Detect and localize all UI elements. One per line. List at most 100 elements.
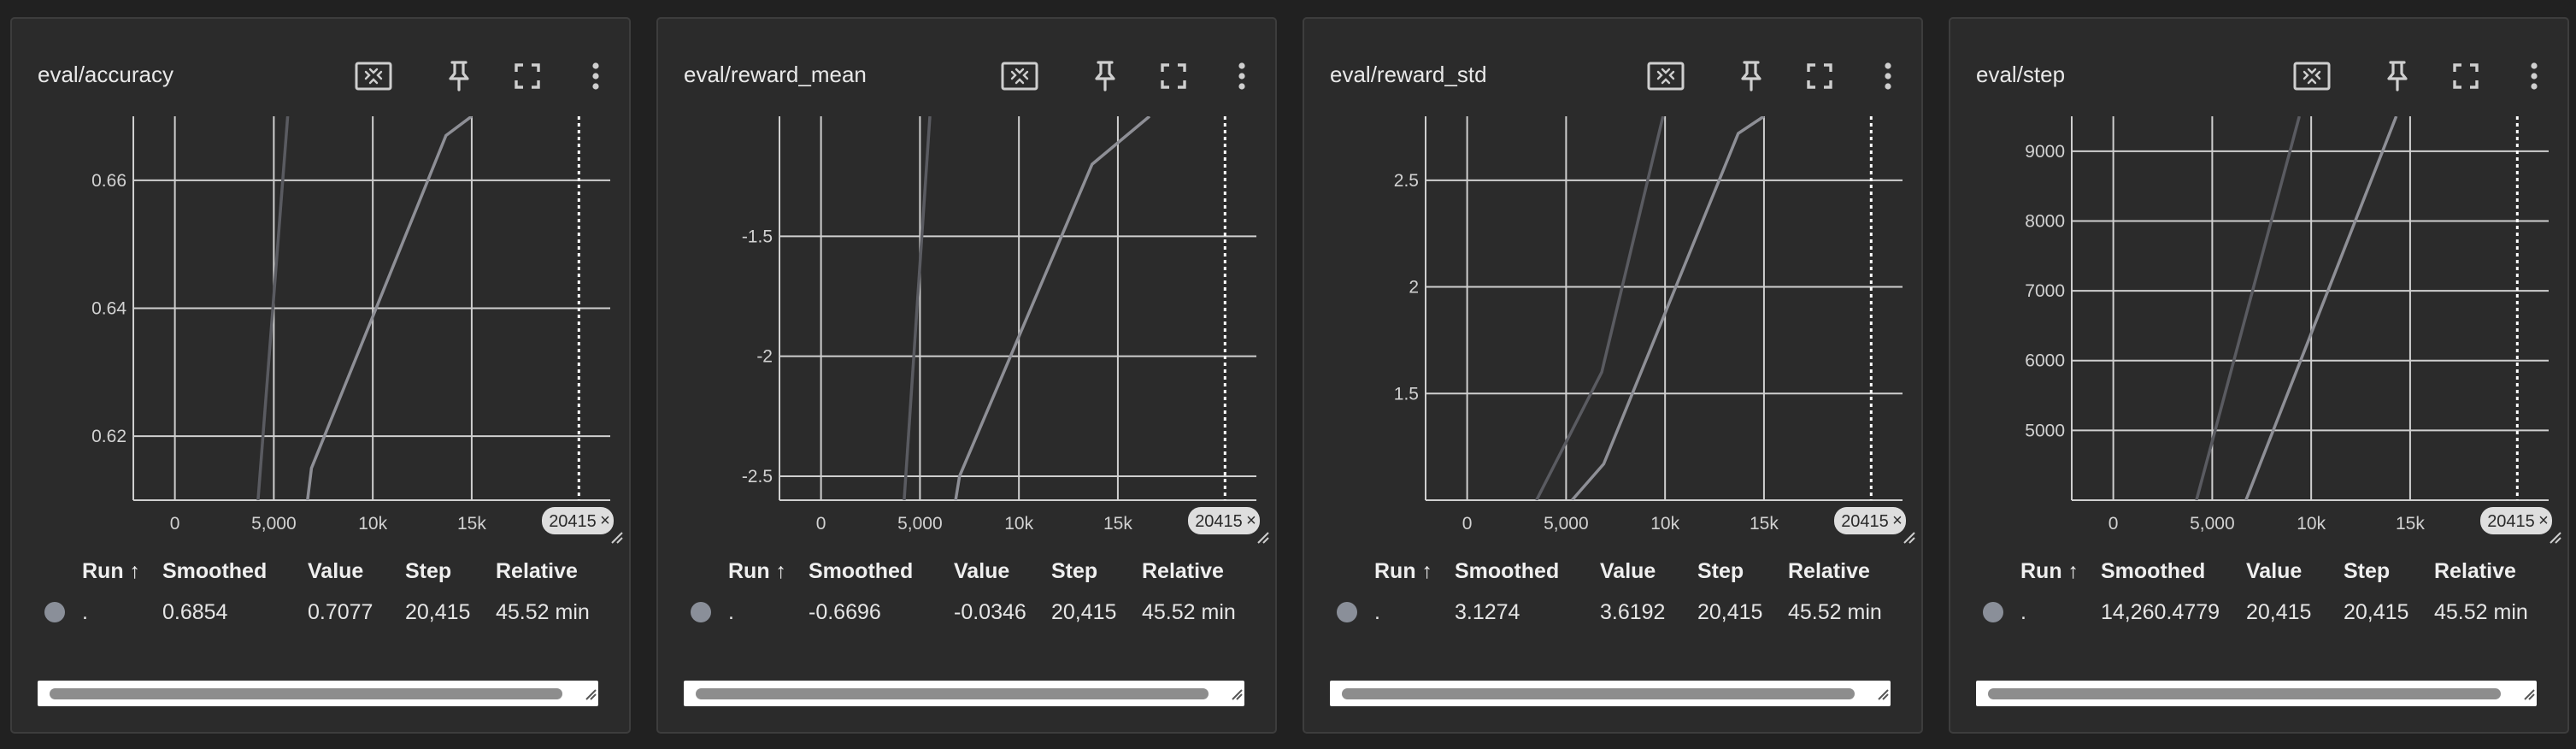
cell-value: -0.0346: [954, 600, 1026, 624]
column-header-step[interactable]: Step: [405, 559, 452, 583]
step-cursor-label: 20415: [1195, 512, 1243, 531]
step-cursor-flag[interactable]: [1834, 507, 1906, 534]
step-cursor-flag[interactable]: [1188, 507, 1260, 534]
cell-value: 20,415: [2246, 600, 2312, 624]
resize-grip-icon[interactable]: [611, 532, 623, 544]
cell-smoothed: -0.6696: [809, 600, 881, 624]
pin-icon: [1092, 60, 1118, 92]
x-tick-label: 5,000: [1544, 514, 1589, 534]
resize-grip-icon[interactable]: [1877, 688, 1889, 705]
run-color-dot: [1337, 602, 1357, 622]
fit-domain-icon: [1001, 62, 1038, 91]
cell-value: 0.7077: [308, 600, 373, 624]
fit-domain-button[interactable]: [354, 56, 393, 96]
more-vert-button[interactable]: [2514, 56, 2554, 96]
close-icon[interactable]: ×: [2538, 511, 2549, 530]
x-tick-label: 0: [2108, 514, 2119, 534]
resize-grip-icon[interactable]: [585, 688, 597, 705]
y-tick-label: -2: [756, 347, 773, 367]
raw-series-line: [2244, 116, 2398, 500]
pin-icon: [446, 60, 472, 92]
cell-run: .: [2020, 600, 2026, 624]
pin-button[interactable]: [439, 56, 479, 96]
scrollbar-thumb[interactable]: [1342, 688, 1855, 699]
column-header-step[interactable]: Step: [1051, 559, 1098, 583]
step-cursor-label: 20415: [549, 512, 597, 531]
resize-grip-icon[interactable]: [1231, 688, 1243, 705]
fullscreen-button[interactable]: [1800, 56, 1839, 96]
line-chart[interactable]: -2.5 -2 -1.5 0 5,000 10k 15k 20415 ×: [658, 19, 1279, 551]
column-header-run[interactable]: Run ↑: [728, 559, 787, 583]
cell-smoothed: 3.1274: [1455, 600, 1520, 624]
cell-step: 20,415: [405, 600, 471, 624]
column-header-value[interactable]: Value: [1600, 559, 1656, 583]
column-header-run[interactable]: Run ↑: [1374, 559, 1433, 583]
column-header-value[interactable]: Value: [308, 559, 364, 583]
close-icon[interactable]: ×: [600, 511, 610, 530]
x-tick-label: 15k: [1103, 514, 1132, 534]
pin-button[interactable]: [2378, 56, 2417, 96]
y-tick-label: 0.66: [91, 171, 126, 191]
column-header-relative[interactable]: Relative: [1142, 559, 1224, 583]
horizontal-scrollbar[interactable]: [1976, 681, 2537, 706]
scrollbar-thumb[interactable]: [50, 688, 562, 699]
fullscreen-button[interactable]: [508, 56, 547, 96]
raw-series-line: [1570, 116, 1765, 500]
scrollbar-thumb[interactable]: [1988, 688, 2501, 699]
column-header-step[interactable]: Step: [2344, 559, 2391, 583]
step-cursor-flag[interactable]: [2480, 507, 2552, 534]
more-vert-button[interactable]: [1868, 56, 1908, 96]
column-header-run[interactable]: Run ↑: [2020, 559, 2079, 583]
resize-grip-icon[interactable]: [1903, 532, 1915, 544]
fit-domain-icon: [1647, 62, 1685, 91]
y-tick-label: 1.5: [1394, 384, 1419, 404]
step-cursor-flag[interactable]: [542, 507, 614, 534]
y-tick-label: 2: [1409, 278, 1419, 298]
resize-grip-icon[interactable]: [2550, 532, 2561, 544]
horizontal-scrollbar[interactable]: [1330, 681, 1891, 706]
column-header-run[interactable]: Run ↑: [82, 559, 141, 583]
more-vert-button[interactable]: [1222, 56, 1262, 96]
close-icon[interactable]: ×: [1246, 511, 1256, 530]
column-header-smoothed[interactable]: Smoothed: [809, 559, 914, 583]
column-header-step[interactable]: Step: [1697, 559, 1744, 583]
line-chart[interactable]: 5000 6000 7000 8000 9000 0 5,000 10k 15k 20415 ×: [1950, 19, 2571, 551]
close-icon[interactable]: ×: [1892, 511, 1903, 530]
line-chart[interactable]: 0.62 0.64 0.66 0 5,000 10k 15k 20415 ×: [12, 19, 632, 551]
line-chart[interactable]: 1.5 2 2.5 0 5,000 10k 15k 20415 ×: [1304, 19, 1925, 551]
step-cursor-label: 20415: [1841, 512, 1889, 531]
column-header-value[interactable]: Value: [2246, 559, 2303, 583]
smoothed-series-line: [256, 116, 290, 500]
fit-domain-button[interactable]: [1646, 56, 1685, 96]
column-header-relative[interactable]: Relative: [2434, 559, 2516, 583]
more-vert-button[interactable]: [576, 56, 615, 96]
card-title: eval/reward_std: [1330, 62, 1487, 87]
fit-domain-button[interactable]: [2292, 56, 2332, 96]
fit-domain-button[interactable]: [1000, 56, 1039, 96]
fullscreen-button[interactable]: [2446, 56, 2485, 96]
pin-button[interactable]: [1732, 56, 1771, 96]
column-header-smoothed[interactable]: Smoothed: [2101, 559, 2206, 583]
x-tick-label: 10k: [1004, 514, 1033, 534]
y-tick-label: 6000: [2025, 351, 2065, 371]
fullscreen-button[interactable]: [1154, 56, 1193, 96]
y-tick-label: 5000: [2025, 421, 2065, 440]
column-header-smoothed[interactable]: Smoothed: [162, 559, 268, 583]
scrollbar-thumb[interactable]: [696, 688, 1209, 699]
pin-button[interactable]: [1085, 56, 1125, 96]
chart-card: eval/step 5000 6000 7000 8000 9000 0 5,000 10k 15…: [1949, 17, 2569, 734]
column-header-value[interactable]: Value: [954, 559, 1010, 583]
column-header-smoothed[interactable]: Smoothed: [1455, 559, 1560, 583]
cell-relative: 45.52 min: [1788, 600, 1882, 624]
cell-value: 3.6192: [1600, 600, 1666, 624]
cell-smoothed: 0.6854: [162, 600, 228, 624]
horizontal-scrollbar[interactable]: [684, 681, 1244, 706]
fit-domain-icon: [355, 62, 392, 91]
column-header-relative[interactable]: Relative: [1788, 559, 1870, 583]
column-header-relative[interactable]: Relative: [496, 559, 578, 583]
horizontal-scrollbar[interactable]: [38, 681, 598, 706]
x-tick-label: 15k: [457, 514, 486, 534]
resize-grip-icon[interactable]: [1257, 532, 1269, 544]
resize-grip-icon[interactable]: [2523, 688, 2535, 705]
